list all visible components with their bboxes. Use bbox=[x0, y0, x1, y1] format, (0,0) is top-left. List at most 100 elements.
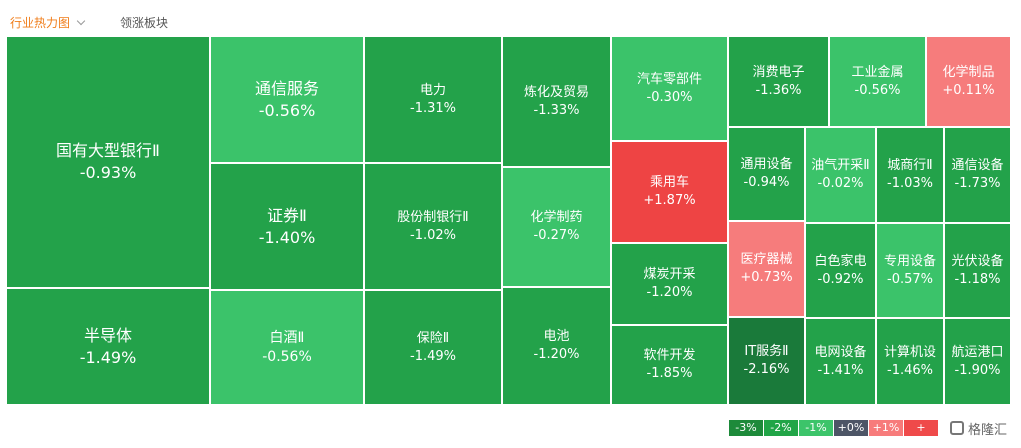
treemap-tile[interactable]: 煤炭开采 -1.20% bbox=[611, 243, 728, 325]
treemap-tile[interactable]: 白色家电 -0.92% bbox=[805, 223, 876, 318]
tile-change: -1.33% bbox=[533, 102, 580, 118]
legend-swatch: -3% bbox=[729, 420, 763, 436]
tile-change: -1.46% bbox=[887, 362, 933, 378]
treemap-tile[interactable]: 航运港口 -1.90% bbox=[944, 318, 1011, 405]
logo: 格隆汇 bbox=[944, 418, 1019, 438]
treemap-tile[interactable]: 光伏设备 -1.18% bbox=[944, 223, 1011, 318]
tile-change: -1.18% bbox=[954, 271, 1001, 287]
treemap-tile[interactable]: 通用设备 -0.94% bbox=[728, 127, 805, 221]
tile-name: 电池 bbox=[543, 329, 570, 345]
treemap-tile[interactable]: 化学制药 -0.27% bbox=[502, 167, 611, 287]
tile-name: 证券Ⅱ bbox=[267, 205, 307, 225]
treemap-tile[interactable]: 油气开采Ⅱ -0.02% bbox=[805, 127, 876, 223]
tile-change: -0.94% bbox=[743, 175, 790, 190]
tile-change: -1.02% bbox=[410, 227, 456, 243]
treemap-tile[interactable]: 通信服务 -0.56% bbox=[210, 36, 364, 163]
tile-name: 炼化及贸易 bbox=[523, 84, 589, 100]
legend-swatch: -1% bbox=[799, 420, 833, 436]
tile-name: 电网设备 bbox=[814, 344, 867, 360]
treemap-tile[interactable]: 工业金属 -0.56% bbox=[829, 36, 926, 127]
tile-name: 油气开采Ⅱ bbox=[811, 158, 870, 174]
tile-change: -2.16% bbox=[743, 362, 790, 377]
tile-name: 化学制药 bbox=[530, 210, 583, 226]
tile-change: -0.56% bbox=[262, 348, 312, 365]
treemap-tile[interactable]: 软件开发 -1.85% bbox=[611, 325, 728, 405]
legend-swatch: + bbox=[904, 420, 938, 436]
treemap-tile[interactable]: IT服务Ⅱ -2.16% bbox=[728, 317, 805, 405]
treemap-tile[interactable]: 电力 -1.31% bbox=[364, 36, 502, 163]
tile-name: 保险Ⅱ bbox=[416, 330, 450, 346]
treemap-tile[interactable]: 医疗器械 +0.73% bbox=[728, 221, 805, 317]
tile-change: -0.57% bbox=[887, 271, 933, 287]
tile-name: 通用设备 bbox=[740, 157, 793, 173]
tile-name: 软件开发 bbox=[643, 348, 696, 364]
tile-change: -1.36% bbox=[755, 82, 802, 98]
treemap-tile[interactable]: 电网设备 -1.41% bbox=[805, 318, 876, 405]
tile-name: 城商行Ⅱ bbox=[887, 158, 933, 174]
logo-text: 格隆汇 bbox=[968, 422, 1008, 438]
legend-swatch: +1% bbox=[869, 420, 903, 436]
treemap-tile[interactable]: 通信设备 -1.73% bbox=[944, 127, 1011, 223]
tab-bar: 行业热力图 领涨板块 bbox=[10, 12, 168, 32]
treemap-tile[interactable]: 消费电子 -1.36% bbox=[728, 36, 829, 127]
tab-industry-heatmap-label: 行业热力图 bbox=[10, 15, 71, 30]
treemap-tile[interactable]: 炼化及贸易 -1.33% bbox=[502, 36, 611, 167]
tile-name: 专用设备 bbox=[883, 253, 936, 269]
treemap-tile[interactable]: 电池 -1.20% bbox=[502, 287, 611, 405]
treemap-tile[interactable]: 国有大型银行Ⅱ -0.93% bbox=[6, 36, 210, 288]
tab-industry-heatmap[interactable]: 行业热力图 bbox=[10, 14, 86, 31]
treemap-tile[interactable]: 证券Ⅱ -1.40% bbox=[210, 163, 364, 290]
treemap-tile[interactable]: 专用设备 -0.57% bbox=[876, 223, 944, 318]
tile-change: -1.49% bbox=[410, 348, 456, 364]
tile-change: -0.56% bbox=[258, 100, 316, 120]
treemap-tile[interactable]: 白酒Ⅱ -0.56% bbox=[210, 290, 364, 405]
tab-leading-sectors[interactable]: 领涨板块 bbox=[120, 15, 169, 30]
tile-change: -0.30% bbox=[646, 89, 693, 105]
tile-change: -0.02% bbox=[817, 176, 864, 191]
tile-change: -0.27% bbox=[533, 228, 580, 243]
treemap-tile[interactable]: 股份制银行Ⅱ -1.02% bbox=[364, 163, 502, 290]
tile-name: 工业金属 bbox=[851, 64, 904, 80]
tile-name: 半导体 bbox=[83, 325, 132, 345]
treemap-tile[interactable]: 半导体 -1.49% bbox=[6, 288, 210, 405]
tile-name: 国有大型银行Ⅱ bbox=[56, 141, 160, 161]
tile-name: 化学制品 bbox=[942, 64, 995, 80]
tile-change: -1.85% bbox=[646, 366, 693, 381]
tile-name: 航运港口 bbox=[951, 344, 1004, 360]
tile-change: -1.73% bbox=[954, 176, 1001, 191]
tile-change: +0.11% bbox=[942, 82, 995, 98]
treemap-tile[interactable]: 保险Ⅱ -1.49% bbox=[364, 290, 502, 405]
tile-name: 股份制银行Ⅱ bbox=[397, 209, 469, 225]
tile-name: 消费电子 bbox=[752, 64, 805, 80]
treemap-tile[interactable]: 化学制品 +0.11% bbox=[926, 36, 1011, 127]
treemap-tile[interactable]: 计算机设 -1.46% bbox=[876, 318, 944, 405]
tile-change: -1.20% bbox=[646, 285, 693, 300]
treemap-tile[interactable]: 城商行Ⅱ -1.03% bbox=[876, 127, 944, 223]
tile-change: -1.40% bbox=[258, 227, 316, 247]
tile-name: 通信服务 bbox=[254, 78, 319, 98]
tile-name: 乘用车 bbox=[649, 175, 689, 191]
treemap-tile[interactable]: 汽车零部件 -0.30% bbox=[611, 36, 728, 141]
tile-change: -0.93% bbox=[79, 163, 137, 182]
tile-name: 计算机设 bbox=[883, 344, 936, 360]
tile-name: 通信设备 bbox=[951, 158, 1004, 174]
color-legend: -3% -2% -1% +0% +1% + bbox=[729, 420, 939, 436]
tile-name: 光伏设备 bbox=[951, 253, 1004, 269]
tile-change: -1.31% bbox=[410, 100, 456, 116]
treemap-tile[interactable]: 乘用车 +1.87% bbox=[611, 141, 728, 243]
legend-swatch: +0% bbox=[834, 420, 868, 436]
tile-name: 白色家电 bbox=[814, 253, 867, 269]
tile-change: -1.90% bbox=[954, 362, 1001, 378]
tile-change: -0.92% bbox=[817, 271, 864, 287]
tile-change: -0.56% bbox=[854, 82, 901, 98]
legend-swatch: -2% bbox=[764, 420, 798, 436]
tile-change: -1.49% bbox=[79, 347, 137, 367]
tile-change: -1.03% bbox=[887, 176, 933, 191]
tile-change: -1.41% bbox=[817, 362, 864, 378]
tile-name: IT服务Ⅱ bbox=[744, 344, 789, 360]
tile-name: 汽车零部件 bbox=[636, 71, 702, 87]
tile-change: -1.20% bbox=[533, 347, 580, 362]
tile-change: +1.87% bbox=[643, 193, 696, 208]
tile-name: 煤炭开采 bbox=[643, 267, 696, 283]
